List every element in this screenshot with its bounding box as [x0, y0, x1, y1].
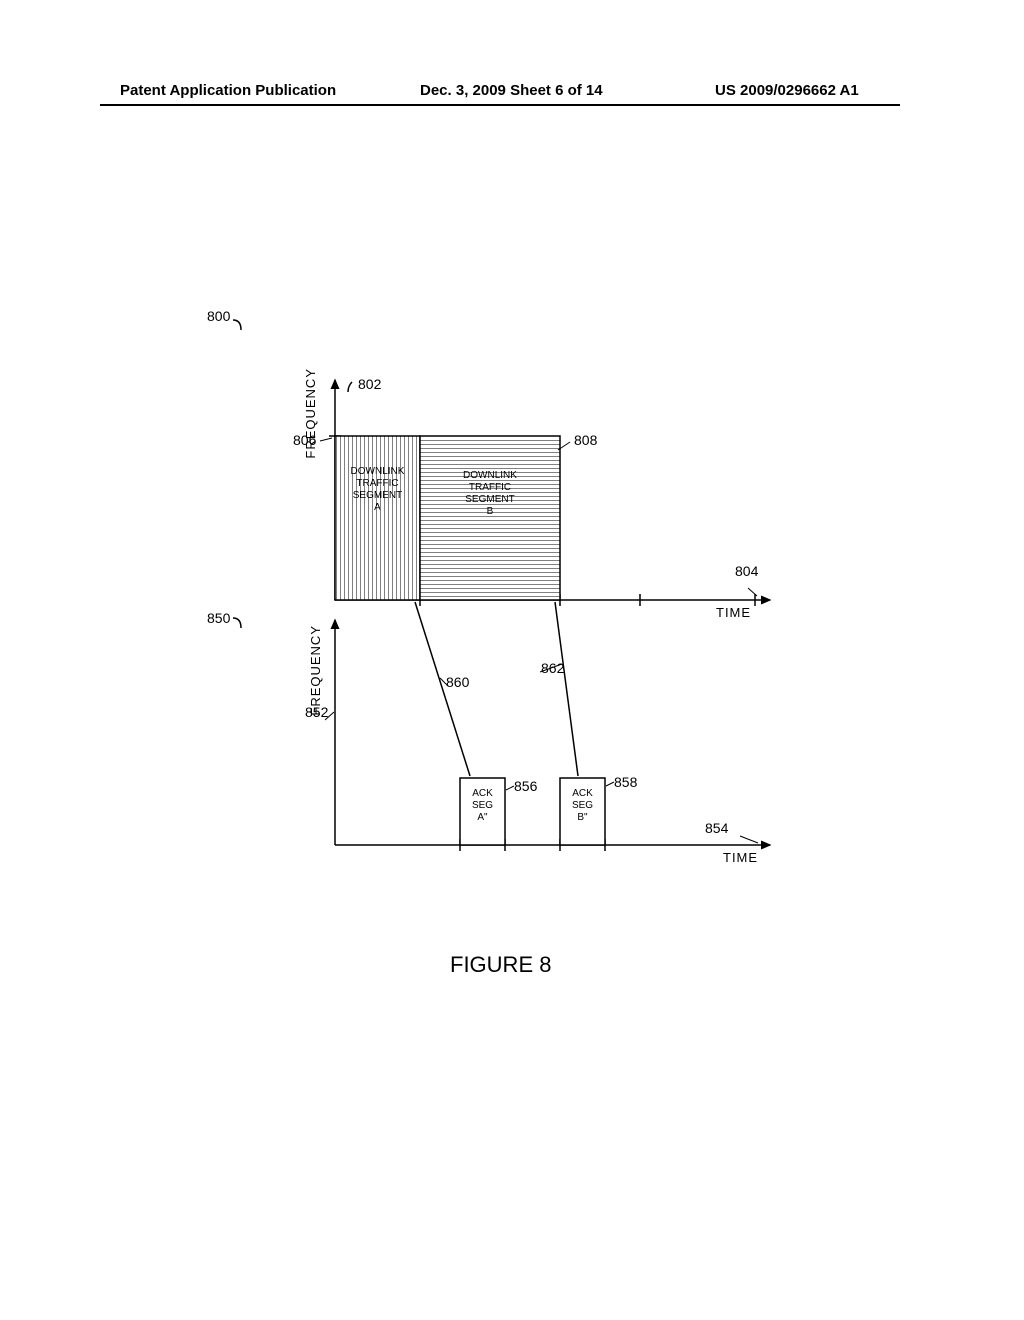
ref-804: 804 — [735, 563, 758, 579]
axis-frequency-bot: FREQUENCY — [308, 625, 323, 716]
segA-line2: TRAFFIC — [356, 478, 398, 489]
axis-time-bot: TIME — [723, 850, 758, 865]
figure-svg — [0, 0, 1024, 1320]
ref-852: 852 — [305, 704, 328, 720]
ref-862: 862 — [541, 660, 564, 676]
segA-line3: SEGMENT — [353, 490, 402, 501]
ack-b-text: ACK SEG B" — [560, 788, 605, 824]
ackB-line3: B" — [577, 812, 587, 823]
axis-time-top: TIME — [716, 605, 751, 620]
figure-caption: FIGURE 8 — [450, 952, 551, 978]
ackA-line2: SEG — [472, 800, 493, 811]
ref-856: 856 — [514, 778, 537, 794]
ackB-line2: SEG — [572, 800, 593, 811]
ref-800: 800 — [207, 308, 230, 324]
ackA-line1: ACK — [472, 788, 493, 799]
segment-b-text: DOWNLINK TRAFFIC SEGMENT B — [430, 470, 550, 518]
ref-802: 802 — [358, 376, 381, 392]
segB-line4: B — [487, 506, 494, 517]
segA-line4: A — [374, 502, 381, 513]
ackB-line1: ACK — [572, 788, 593, 799]
segB-line1: DOWNLINK — [463, 470, 517, 481]
segment-a-text: DOWNLINK TRAFFIC SEGMENT A — [340, 466, 415, 514]
ref-860: 860 — [446, 674, 469, 690]
ackA-line3: A" — [477, 812, 487, 823]
ref-806: 806 — [293, 432, 316, 448]
segB-line3: SEGMENT — [465, 494, 514, 505]
ref-854: 854 — [705, 820, 728, 836]
ref-858: 858 — [614, 774, 637, 790]
ack-a-text: ACK SEG A" — [460, 788, 505, 824]
segA-line1: DOWNLINK — [351, 466, 405, 477]
segB-line2: TRAFFIC — [469, 482, 511, 493]
ref-850: 850 — [207, 610, 230, 626]
ref-808: 808 — [574, 432, 597, 448]
